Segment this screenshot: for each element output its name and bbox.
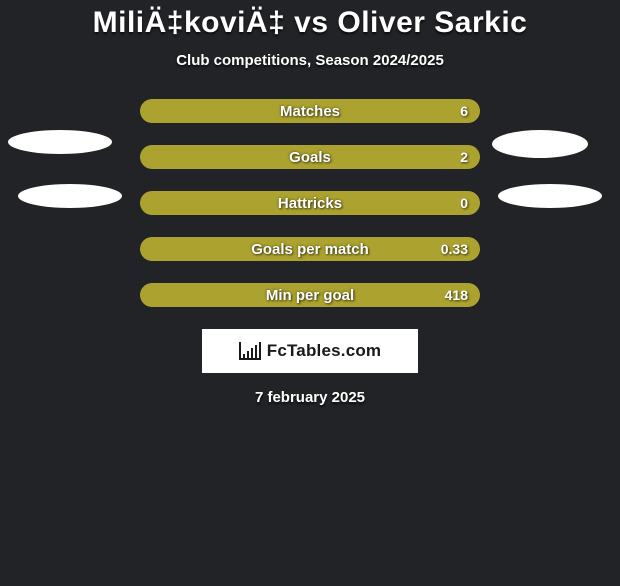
comparison-subtitle: Club competitions, Season 2024/2025 [0, 52, 620, 69]
bar-chart-icon-bar [255, 345, 257, 358]
comparison-date: 7 february 2025 [0, 389, 620, 406]
bar-chart-icon-bar [251, 348, 253, 358]
placeholder-ellipse [8, 130, 112, 154]
placeholder-ellipse [492, 130, 588, 158]
bar-chart-icon-bar [259, 342, 261, 358]
stat-bars: Matches6 Goals2 Hattricks0 Goals per match0… [140, 99, 480, 307]
logo-text: FcTables.com [267, 341, 382, 361]
bar-chart-icon-bar [243, 354, 245, 358]
stat-bar: Goals2 [140, 145, 480, 169]
stat-bar-fill [140, 283, 480, 307]
placeholder-ellipse [18, 184, 122, 208]
comparison-title: MiliÄ‡koviÄ‡ vs Oliver Sarkic [0, 6, 620, 40]
stat-bar: Matches6 [140, 99, 480, 123]
stat-bar-fill [140, 99, 480, 123]
bar-chart-icon [239, 342, 261, 360]
placeholder-ellipse [498, 184, 602, 208]
stat-bar-fill [140, 191, 480, 215]
stat-bar: Goals per match0.33 [140, 237, 480, 261]
bar-chart-icon-bar [247, 351, 249, 358]
stat-bar-fill [140, 237, 480, 261]
logo-box: FcTables.com [202, 329, 418, 373]
stat-bar: Hattricks0 [140, 191, 480, 215]
stat-bar-fill [140, 145, 480, 169]
stat-bar: Min per goal418 [140, 283, 480, 307]
